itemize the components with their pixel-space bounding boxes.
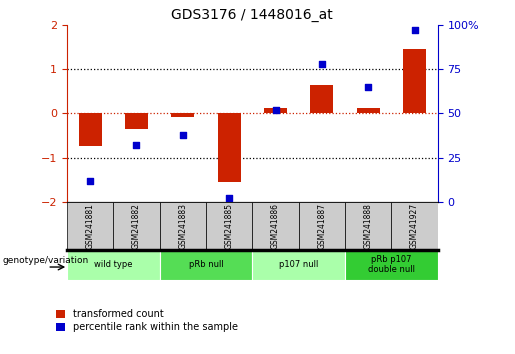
- Text: GSM241883: GSM241883: [178, 203, 187, 249]
- Bar: [67, 250, 160, 280]
- Bar: [217, 113, 241, 182]
- Title: GDS3176 / 1448016_at: GDS3176 / 1448016_at: [171, 8, 333, 22]
- Point: [410, 27, 419, 33]
- Text: GSM241885: GSM241885: [225, 203, 234, 249]
- Bar: [160, 250, 252, 280]
- Text: GSM241881: GSM241881: [85, 203, 95, 249]
- Text: GSM241888: GSM241888: [364, 203, 373, 249]
- Bar: [299, 202, 345, 250]
- Text: GSM241887: GSM241887: [317, 203, 327, 249]
- Bar: [310, 85, 334, 113]
- Point: [364, 84, 372, 90]
- Bar: [125, 113, 148, 129]
- Bar: [356, 108, 380, 113]
- Bar: [113, 202, 160, 250]
- Bar: [78, 113, 101, 147]
- Text: GSM241882: GSM241882: [132, 203, 141, 249]
- Text: genotype/variation: genotype/variation: [3, 256, 89, 264]
- Bar: [345, 250, 438, 280]
- Point: [318, 61, 326, 67]
- Text: p107 null: p107 null: [279, 260, 318, 269]
- Bar: [391, 202, 438, 250]
- Bar: [160, 202, 206, 250]
- Point: [271, 107, 280, 113]
- Text: GSM241927: GSM241927: [410, 202, 419, 249]
- Legend: transformed count, percentile rank within the sample: transformed count, percentile rank withi…: [56, 309, 238, 332]
- Bar: [171, 113, 195, 117]
- Point: [86, 178, 94, 183]
- Bar: [67, 202, 113, 250]
- Text: GSM241886: GSM241886: [271, 203, 280, 249]
- Text: pRb null: pRb null: [188, 260, 224, 269]
- Bar: [345, 202, 391, 250]
- Bar: [403, 49, 426, 113]
- Point: [179, 132, 187, 137]
- Bar: [206, 202, 252, 250]
- Bar: [252, 202, 299, 250]
- Point: [225, 195, 233, 201]
- Bar: [264, 108, 287, 113]
- Text: pRb p107
double null: pRb p107 double null: [368, 255, 415, 274]
- Bar: [252, 250, 345, 280]
- Text: wild type: wild type: [94, 260, 132, 269]
- Point: [132, 142, 141, 148]
